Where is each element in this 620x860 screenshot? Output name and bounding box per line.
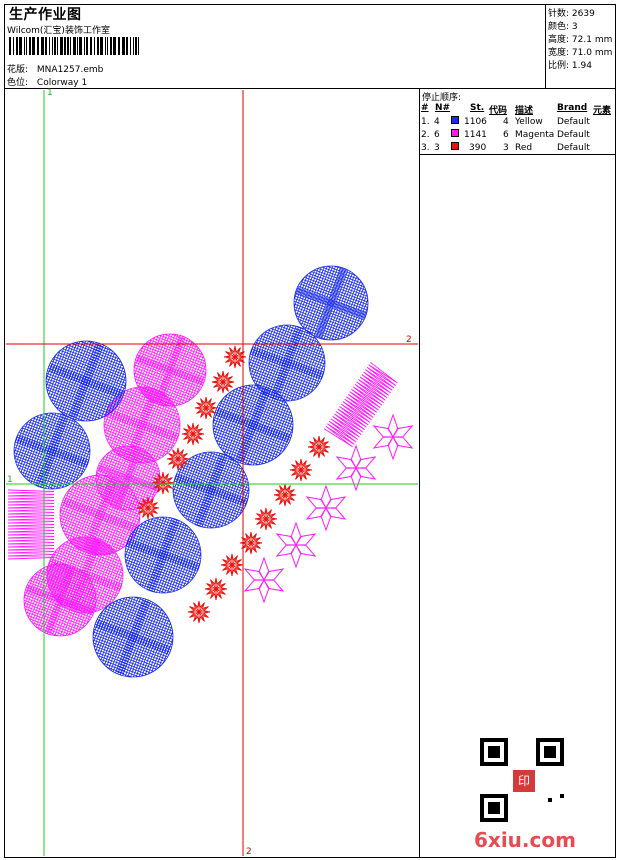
axis-label-bottom-2: 2 — [246, 847, 252, 857]
color-swatch — [451, 129, 459, 137]
stat-width: 宽度: 71.0 mm — [548, 48, 613, 58]
red-star-motif — [273, 483, 297, 507]
design-label: 花版: — [7, 65, 29, 75]
color-swatch — [451, 116, 459, 124]
red-star-motif — [151, 471, 175, 495]
company-name: Wilcom(汇宝)装饰工作室 — [7, 26, 110, 36]
col-header-needle: N# — [435, 103, 451, 113]
stat-height: 高度: 72.1 mm — [548, 35, 613, 45]
red-star-motif — [289, 458, 313, 482]
stat-stitches: 针数: 2639 — [548, 9, 595, 19]
red-star-motif — [181, 422, 205, 446]
red-star-motif — [136, 496, 160, 520]
blue-motif — [124, 516, 202, 594]
watermark: 6xiu.com — [474, 828, 576, 852]
blue-motif — [172, 451, 250, 529]
blue-motif — [92, 596, 174, 678]
seal-logo: 印 — [511, 768, 537, 794]
design-file: MNA1257.emb — [36, 65, 104, 75]
col-header-element: 元素 — [593, 106, 612, 116]
barcode — [9, 37, 139, 55]
col-header-brand: Brand — [557, 103, 588, 113]
page-frame — [4, 4, 616, 858]
magenta-flower-outline — [372, 413, 414, 461]
colorway-label: 色位: — [7, 78, 29, 88]
header-divider — [4, 88, 616, 89]
table-bottom-rule — [419, 154, 616, 155]
red-star-motif — [223, 345, 247, 369]
page-title: 生产作业图 — [9, 7, 82, 23]
blue-motif — [13, 412, 91, 490]
magenta-motif — [23, 563, 97, 637]
stat-scale: 比例: 1.94 — [548, 61, 592, 71]
col-header-code: 代码 — [489, 106, 508, 116]
red-star-motif — [187, 600, 211, 624]
col-header-stitches: St. — [470, 103, 485, 113]
stats-divider — [545, 4, 546, 88]
red-star-motif — [220, 553, 244, 577]
axis-label-top-1: 1 — [47, 88, 53, 98]
red-star-motif — [307, 435, 331, 459]
colorway-row: 色位: Colorway 1 — [7, 75, 87, 88]
magenta-flower-outline — [275, 521, 317, 569]
col-header-desc: 描述 — [515, 106, 534, 116]
red-star-motif — [204, 577, 228, 601]
magenta-stripe-block — [7, 489, 55, 560]
magenta-stripe-block — [323, 361, 398, 448]
red-star-motif — [194, 396, 218, 420]
axis-label-right-2: 2 — [406, 335, 412, 345]
red-star-motif — [211, 370, 235, 394]
red-star-motif — [239, 531, 263, 555]
colorway-name: Colorway 1 — [36, 78, 88, 88]
red-star-motif — [254, 507, 278, 531]
axis-label-left-1: 1 — [7, 475, 13, 485]
side-panel-divider — [419, 88, 420, 858]
magenta-motif — [133, 333, 207, 407]
col-header-index: # — [421, 103, 429, 113]
magenta-flower-outline — [305, 484, 347, 532]
color-swatch — [451, 142, 459, 150]
design-row: 花版: MNA1257.emb — [7, 62, 103, 75]
red-star-motif — [166, 447, 190, 471]
stat-colors: 颜色: 3 — [548, 22, 578, 32]
stop-sequence-title: 停止顺序: — [422, 93, 462, 103]
magenta-flower-outline — [243, 556, 285, 604]
qr-code — [480, 738, 564, 822]
embroidery-design — [7, 265, 414, 678]
magenta-flower-outline — [335, 444, 377, 492]
